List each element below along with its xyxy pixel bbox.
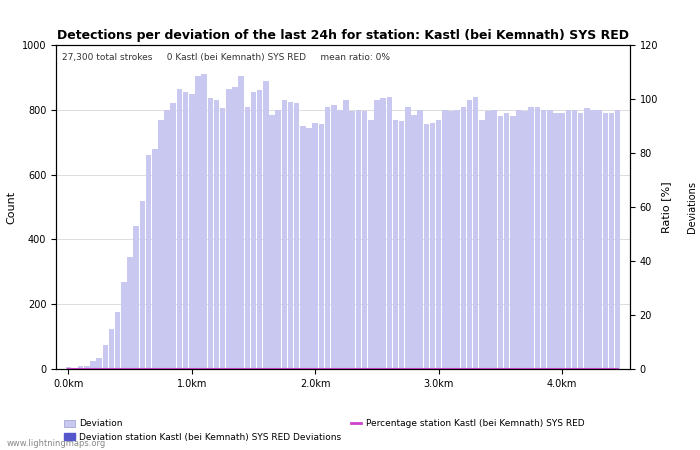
Bar (325, 107, 330, 369)
Bar (158, 120, 164, 369)
Bar (251, 92, 256, 369)
Bar (584, 108, 589, 369)
Bar (590, 110, 596, 369)
Bar (504, 113, 510, 369)
Bar (294, 104, 300, 369)
Bar (485, 112, 491, 369)
Bar (362, 112, 368, 369)
Bar (78, 366, 83, 369)
Bar (461, 107, 466, 369)
Bar (343, 100, 349, 369)
Bar (84, 366, 90, 369)
Bar (121, 282, 127, 369)
Bar (399, 121, 405, 369)
Bar (578, 113, 583, 369)
Bar (152, 148, 158, 369)
Bar (603, 113, 608, 369)
Bar (226, 89, 232, 369)
Bar (318, 124, 324, 369)
Bar (300, 126, 306, 369)
Bar (411, 115, 416, 369)
Bar (263, 81, 269, 369)
Text: www.lightningmaps.org: www.lightningmaps.org (7, 439, 106, 448)
Bar (553, 113, 559, 369)
Title: Detections per deviation of the last 24h for station: Kastl (bei Kemnath) SYS RE: Detections per deviation of the last 24h… (57, 29, 629, 42)
Bar (405, 107, 411, 369)
Bar (270, 115, 275, 369)
Bar (312, 123, 318, 369)
Bar (195, 76, 201, 369)
Bar (146, 155, 151, 369)
Bar (467, 100, 473, 369)
Bar (491, 110, 497, 369)
Bar (134, 226, 139, 369)
Text: 27,300 total strokes     0 Kastl (bei Kemnath) SYS RED     mean ratio: 0%: 27,300 total strokes 0 Kastl (bei Kemnat… (62, 53, 390, 62)
Bar (498, 116, 503, 369)
Y-axis label: Ratio [%]: Ratio [%] (661, 181, 671, 233)
Bar (522, 112, 528, 369)
Bar (103, 345, 108, 369)
Bar (139, 201, 145, 369)
Bar (368, 120, 374, 369)
Bar (386, 97, 392, 369)
Bar (127, 257, 133, 369)
Bar (473, 97, 479, 369)
Bar (244, 107, 250, 369)
Bar (559, 113, 565, 369)
Bar (374, 100, 379, 369)
Bar (615, 110, 620, 369)
Legend: Deviation, Deviation station Kastl (bei Kemnath) SYS RED Deviations, Percentage : Deviation, Deviation station Kastl (bei … (60, 416, 588, 446)
Text: Deviations: Deviations (687, 181, 696, 233)
Bar (288, 102, 293, 369)
Bar (535, 107, 540, 369)
Bar (307, 128, 312, 369)
Bar (566, 110, 571, 369)
Bar (516, 110, 522, 369)
Bar (164, 110, 170, 369)
Bar (609, 113, 615, 369)
Bar (171, 104, 176, 369)
Bar (541, 110, 547, 369)
Bar (214, 100, 219, 369)
Bar (202, 74, 207, 369)
Bar (380, 99, 386, 369)
Bar (176, 89, 182, 369)
Bar (547, 110, 552, 369)
Bar (349, 112, 355, 369)
Bar (442, 110, 447, 369)
Bar (528, 107, 534, 369)
Bar (97, 358, 102, 369)
Bar (417, 110, 423, 369)
Bar (596, 110, 602, 369)
Bar (510, 116, 515, 369)
Bar (454, 110, 460, 369)
Bar (232, 87, 238, 369)
Bar (90, 361, 96, 369)
Bar (479, 120, 484, 369)
Bar (183, 92, 188, 369)
Bar (356, 110, 361, 369)
Bar (337, 110, 343, 369)
Bar (572, 110, 578, 369)
Bar (448, 112, 454, 369)
Bar (207, 99, 213, 369)
Bar (115, 312, 120, 369)
Y-axis label: Count: Count (6, 190, 16, 224)
Bar (275, 110, 281, 369)
Bar (189, 94, 195, 369)
Bar (108, 328, 114, 369)
Bar (66, 367, 71, 369)
Bar (424, 124, 429, 369)
Bar (281, 100, 287, 369)
Bar (393, 120, 398, 369)
Bar (436, 120, 442, 369)
Bar (220, 108, 225, 369)
Bar (331, 105, 337, 369)
Bar (257, 90, 262, 369)
Bar (239, 76, 244, 369)
Bar (430, 123, 435, 369)
